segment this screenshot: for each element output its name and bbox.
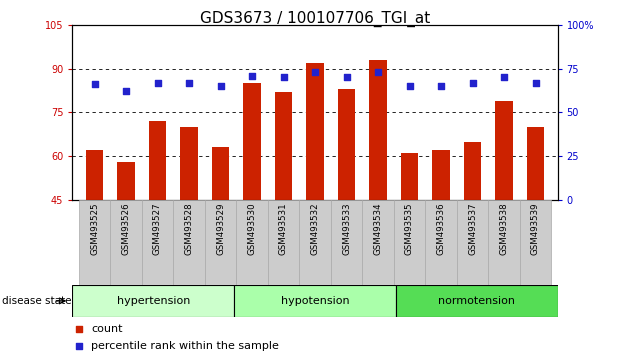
Text: GSM493531: GSM493531 [279, 202, 288, 255]
Point [341, 75, 352, 80]
Bar [394, 200, 425, 285]
Bar [495, 101, 513, 200]
Bar [401, 153, 418, 200]
Text: GSM493535: GSM493535 [405, 202, 414, 255]
Text: GSM493537: GSM493537 [468, 202, 477, 255]
Text: count: count [91, 324, 123, 333]
Point [184, 80, 194, 85]
Bar [205, 200, 236, 285]
Bar [243, 83, 261, 200]
Bar [338, 89, 355, 200]
Point [373, 69, 383, 75]
Bar [149, 121, 166, 200]
Point [121, 88, 131, 94]
Bar [464, 142, 481, 200]
Text: GSM493539: GSM493539 [531, 202, 540, 255]
Text: GSM493527: GSM493527 [153, 202, 162, 255]
Bar [236, 200, 268, 285]
Bar [488, 200, 520, 285]
Bar [520, 200, 551, 285]
Point [530, 80, 541, 85]
Text: GSM493536: GSM493536 [437, 202, 445, 255]
Bar [72, 285, 234, 317]
Text: normotension: normotension [438, 296, 515, 306]
Bar [275, 92, 292, 200]
Bar [86, 150, 103, 200]
Point [499, 75, 509, 80]
Bar [180, 127, 198, 200]
Bar [212, 147, 229, 200]
Point [404, 83, 415, 89]
Bar [173, 200, 205, 285]
Text: hypotension: hypotension [281, 296, 349, 306]
Text: GSM493533: GSM493533 [342, 202, 351, 255]
Point [152, 80, 163, 85]
Point [310, 69, 320, 75]
Bar [425, 200, 457, 285]
Bar [268, 200, 299, 285]
Text: percentile rank within the sample: percentile rank within the sample [91, 341, 279, 351]
Bar [110, 200, 142, 285]
Text: GSM493534: GSM493534 [374, 202, 382, 255]
Point [215, 83, 226, 89]
Bar [369, 60, 387, 200]
Text: GSM493538: GSM493538 [500, 202, 508, 255]
Text: hypertension: hypertension [117, 296, 190, 306]
Point [467, 80, 478, 85]
Point [89, 81, 100, 87]
Bar [362, 200, 394, 285]
Text: GSM493526: GSM493526 [122, 202, 130, 255]
Point [278, 75, 289, 80]
Text: GSM493528: GSM493528 [185, 202, 193, 255]
Bar [432, 150, 450, 200]
Text: disease state: disease state [2, 296, 71, 306]
Bar [142, 200, 173, 285]
Bar [299, 200, 331, 285]
Bar [396, 285, 558, 317]
Point [247, 73, 257, 79]
Bar [457, 200, 488, 285]
Bar [79, 200, 110, 285]
Bar [306, 63, 324, 200]
Bar [331, 200, 362, 285]
Point [436, 83, 446, 89]
Text: GDS3673 / 100107706_TGI_at: GDS3673 / 100107706_TGI_at [200, 11, 430, 27]
Point [74, 343, 84, 349]
Bar [117, 162, 135, 200]
Text: GSM493532: GSM493532 [311, 202, 319, 255]
Bar [234, 285, 396, 317]
Text: GSM493529: GSM493529 [216, 202, 225, 255]
Text: GSM493525: GSM493525 [90, 202, 99, 255]
Bar [527, 127, 544, 200]
Point [74, 326, 84, 331]
Text: GSM493530: GSM493530 [248, 202, 256, 255]
